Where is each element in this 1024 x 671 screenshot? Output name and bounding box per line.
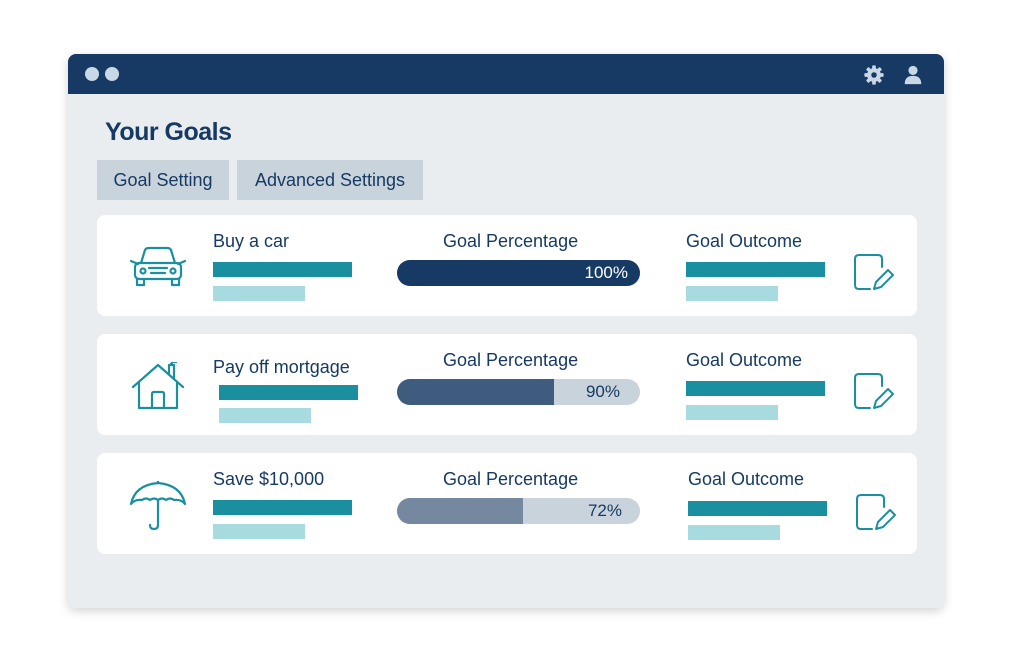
window-dot-icon[interactable]: [85, 67, 99, 81]
goal-progress-bar: 72%: [397, 498, 640, 524]
goal-name: Buy a car: [213, 231, 290, 251]
goal-outcome-label: Goal Outcome: [686, 350, 803, 370]
goal-detail-bar: [213, 500, 352, 515]
app-window: Your Goals Goal Setting Advanced Setting…: [68, 54, 944, 608]
goal-outcome-label: Goal Outcome: [688, 469, 805, 489]
goal-detail-bar: [213, 286, 305, 301]
goal-detail-bar: [213, 524, 305, 539]
goal-outcome-label: Goal Outcome: [686, 231, 803, 251]
goal-outcome-bar: [686, 381, 825, 396]
car-icon: [129, 246, 187, 287]
edit-icon[interactable]: [854, 491, 896, 533]
goal-progress-bar: 90%: [397, 379, 640, 405]
title-bar: [68, 54, 944, 94]
goal-percentage-label: Goal Percentage: [443, 350, 579, 370]
tab-goal-setting[interactable]: Goal Setting: [97, 160, 229, 200]
goal-outcome-bar: [688, 501, 827, 516]
goal-detail-bar: [219, 385, 358, 400]
goal-progress-fill: [397, 379, 554, 405]
goal-percentage-value: 90%: [585, 382, 620, 401]
goal-name: Pay off mortgage: [213, 357, 350, 377]
page-title: Your Goals: [105, 118, 232, 146]
goal-progress-fill: [397, 498, 523, 524]
goal-card-buy-car: Buy a car Goal Percentage 100% Goal Outc…: [97, 215, 917, 316]
goal-card-save: Save $10,000 Goal Percentage 72% Goal Ou…: [97, 453, 917, 554]
goal-outcome-bar: [686, 405, 778, 420]
gear-icon[interactable]: [863, 64, 885, 86]
goal-outcome-bar: [686, 262, 825, 277]
tab-advanced-settings[interactable]: Advanced Settings: [237, 160, 423, 200]
user-icon[interactable]: [902, 64, 924, 86]
house-icon: [131, 362, 185, 410]
window-dot-icon[interactable]: [105, 67, 119, 81]
goal-percentage-label: Goal Percentage: [443, 469, 579, 489]
edit-icon[interactable]: [852, 251, 894, 293]
goal-progress-bar: 100%: [397, 260, 640, 286]
goal-progress-fill: [397, 260, 640, 286]
goal-name: Save $10,000: [213, 469, 325, 489]
edit-icon[interactable]: [852, 370, 894, 412]
goal-detail-bar: [219, 408, 311, 423]
goal-percentage-label: Goal Percentage: [443, 231, 579, 251]
goal-outcome-bar: [686, 286, 778, 301]
goal-outcome-bar: [688, 525, 780, 540]
goal-card-mortgage: Pay off mortgage Goal Percentage 90% Goa…: [97, 334, 917, 435]
goal-percentage-value: 72%: [587, 501, 622, 520]
umbrella-icon: [129, 481, 187, 531]
goal-detail-bar: [213, 262, 352, 277]
goal-percentage-value: 100%: [584, 263, 628, 282]
